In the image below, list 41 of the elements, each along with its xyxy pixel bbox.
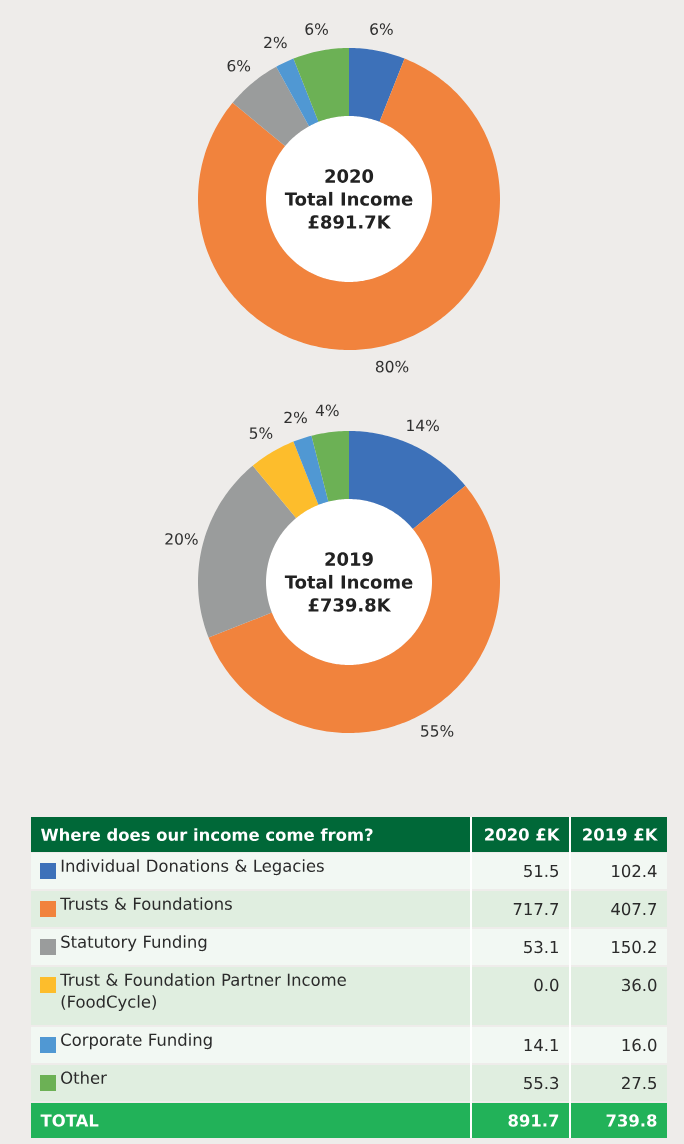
category-label: Individual Donations & Legacies [61, 859, 324, 876]
text: 891.7 [508, 1114, 559, 1127]
data-label: 2% [264, 36, 287, 49]
text: Total Income [284, 191, 413, 206]
data-label: 6% [370, 23, 393, 35]
text: 102.4 [612, 864, 657, 878]
text: 0.0 [534, 978, 559, 992]
text: TOTAL [40, 1114, 99, 1127]
text: 53.1 [524, 940, 558, 954]
text: 51.5 [524, 864, 559, 878]
text: 14.1 [524, 1039, 558, 1052]
data-label: 20% [165, 533, 198, 545]
text: £891.7K [308, 215, 392, 229]
category-label: Trusts & Foundations [60, 897, 232, 910]
text: 27.5 [622, 1076, 657, 1090]
data-label: 55% [421, 725, 454, 737]
text: Total Income [284, 574, 413, 589]
text: 2020 £K [485, 828, 560, 841]
category-label: Other [61, 1071, 107, 1084]
text: 2020 [325, 169, 374, 183]
data-label: 5% [249, 427, 273, 439]
data-label: 80% [375, 360, 409, 373]
text: 717.7 [513, 903, 559, 916]
text: 2019 [325, 552, 373, 566]
category-label: Statutory Funding [61, 935, 207, 952]
data-label: 14% [407, 419, 439, 432]
text: Where does our income come from? [41, 828, 373, 841]
category-label: Corporate Funding [61, 1033, 212, 1050]
data-label: 6% [227, 59, 251, 72]
text: 150.2 [612, 940, 656, 954]
data-label: 4% [315, 404, 339, 417]
data-label: 2% [284, 411, 307, 424]
data-label: 6% [305, 23, 328, 35]
text: 407.7 [611, 902, 657, 916]
text: 36.0 [622, 978, 657, 992]
text: 2019 £K [583, 828, 658, 841]
text: 55.3 [524, 1076, 559, 1090]
category-label: Trust & Foundation Partner Income (FoodCycle) [60, 973, 346, 1012]
text: £739.8K [308, 598, 392, 612]
text: 739.8 [606, 1114, 657, 1127]
text: 16.0 [622, 1038, 657, 1052]
